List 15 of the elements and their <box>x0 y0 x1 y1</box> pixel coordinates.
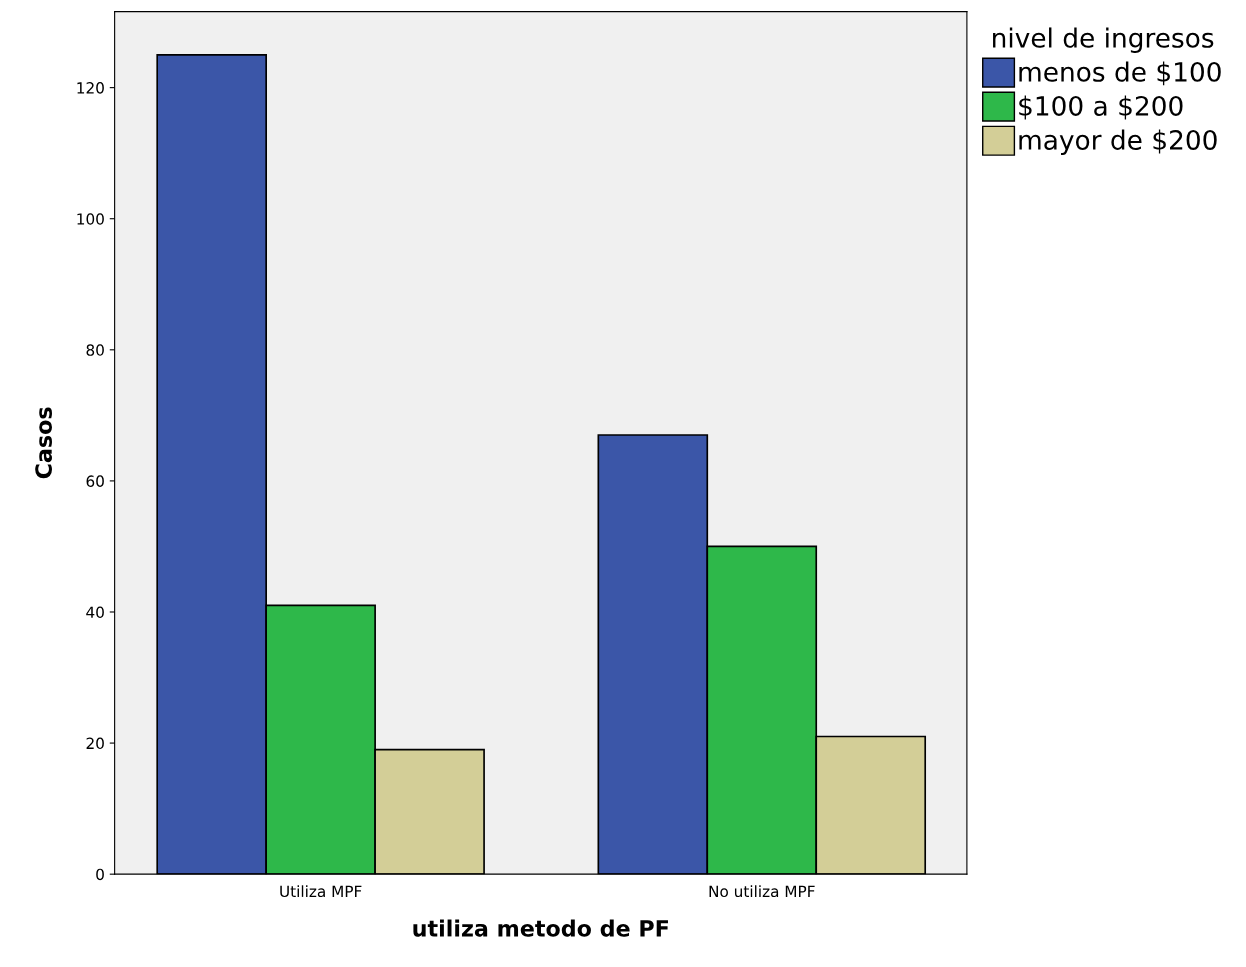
legend-label: $100 a $200 <box>1019 95 1183 120</box>
legend-title: nivel de ingresos <box>993 27 1214 53</box>
y-tick-label: 20 <box>86 737 104 750</box>
x-axis-title: utiliza metodo de PF <box>413 919 668 937</box>
x-tick-label: Utiliza MPF <box>280 885 362 898</box>
x-tick-label: No utiliza MPF <box>709 885 815 898</box>
y-tick-label: 80 <box>86 344 104 356</box>
y-tick-label: 120 <box>77 82 104 94</box>
y-axis-title: Casos <box>35 407 52 479</box>
legend-label: menos de $100 <box>1019 61 1221 86</box>
legend-label: mayor de $200 <box>1019 129 1217 156</box>
y-tick-label: 40 <box>86 606 104 619</box>
y-tick-label: 60 <box>86 475 104 487</box>
y-tick-label: 0 <box>96 868 104 881</box>
y-tick-label: 100 <box>77 213 104 225</box>
